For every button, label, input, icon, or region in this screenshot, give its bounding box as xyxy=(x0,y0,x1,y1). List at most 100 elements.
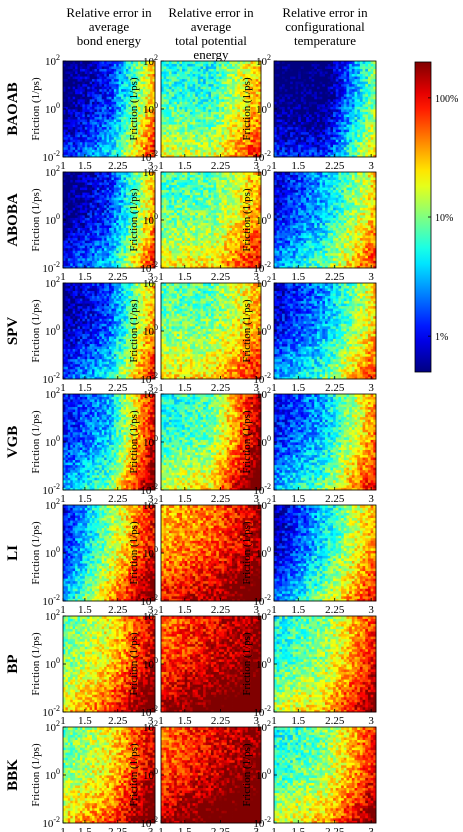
y-tick-label: 102 xyxy=(143,608,158,623)
x-tick-label: 1.5 xyxy=(78,160,92,172)
x-tick-label: 1.5 xyxy=(178,160,192,172)
y-axis-label: Friction (1/ps) xyxy=(241,299,253,363)
x-tick-label: 3 xyxy=(368,382,374,394)
colorbar-tick-label: 1% xyxy=(435,332,448,343)
y-tick-label: 100 xyxy=(256,545,271,560)
column-title-0-line-1: average xyxy=(89,19,130,34)
x-tick-label: 1.5 xyxy=(178,715,192,727)
y-tick-label: 10-2 xyxy=(253,482,271,497)
column-title-2-line-0: Relative error in xyxy=(282,5,368,20)
x-tick-label: 1 xyxy=(271,715,277,727)
x-tick-label: 1 xyxy=(158,160,164,172)
y-tick-label: 100 xyxy=(143,545,158,560)
y-tick-label: 100 xyxy=(45,212,60,227)
x-tick-label: 1 xyxy=(158,493,164,505)
x-tick-label: 1.5 xyxy=(291,271,305,283)
y-tick-label: 100 xyxy=(45,434,60,449)
x-tick-label: 2.25 xyxy=(325,493,345,505)
y-axis-label: Friction (1/ps) xyxy=(241,521,253,585)
y-tick-label: 10-2 xyxy=(140,149,158,164)
x-tick-label: 2.25 xyxy=(211,160,231,172)
x-tick-label: 3 xyxy=(368,160,374,172)
x-tick-label: 2.25 xyxy=(108,493,128,505)
y-tick-label: 10-2 xyxy=(42,815,60,830)
y-tick-label: 100 xyxy=(256,767,271,782)
x-tick-label: 3 xyxy=(368,493,374,505)
x-tick-label: 1.5 xyxy=(78,493,92,505)
x-tick-label: 2.25 xyxy=(108,826,128,832)
y-axis-label: Friction (1/ps) xyxy=(128,410,140,474)
x-tick-label: 3 xyxy=(368,826,374,832)
y-tick-label: 100 xyxy=(256,434,271,449)
x-tick-label: 1.5 xyxy=(78,604,92,616)
x-tick-label: 1.5 xyxy=(178,382,192,394)
y-tick-label: 102 xyxy=(256,497,271,512)
x-tick-label: 1 xyxy=(60,493,66,505)
x-tick-label: 3 xyxy=(368,271,374,283)
y-tick-label: 102 xyxy=(256,719,271,734)
column-title-1-line-2: total potential xyxy=(175,33,247,48)
y-tick-label: 10-2 xyxy=(42,704,60,719)
y-tick-label: 102 xyxy=(256,608,271,623)
x-tick-label: 1 xyxy=(158,382,164,394)
x-tick-label: 2.25 xyxy=(108,160,128,172)
y-tick-label: 100 xyxy=(143,434,158,449)
x-tick-label: 1 xyxy=(60,604,66,616)
x-tick-label: 1 xyxy=(271,493,277,505)
y-tick-label: 102 xyxy=(143,275,158,290)
row-label-bbk: BBK xyxy=(5,759,21,791)
x-tick-label: 1 xyxy=(271,271,277,283)
y-tick-label: 100 xyxy=(143,212,158,227)
y-axis-label: Friction (1/ps) xyxy=(30,410,42,474)
y-tick-label: 100 xyxy=(143,101,158,116)
y-tick-label: 100 xyxy=(45,656,60,671)
x-tick-label: 2.25 xyxy=(211,382,231,394)
y-tick-label: 10-2 xyxy=(253,704,271,719)
y-axis-label: Friction (1/ps) xyxy=(128,77,140,141)
x-tick-label: 1 xyxy=(158,715,164,727)
x-tick-label: 1.5 xyxy=(291,715,305,727)
row-label-vgb: VGB xyxy=(5,426,21,459)
y-tick-label: 102 xyxy=(143,719,158,734)
y-tick-label: 102 xyxy=(256,53,271,68)
y-tick-label: 100 xyxy=(45,545,60,560)
x-tick-label: 2.25 xyxy=(108,715,128,727)
x-tick-label: 1.5 xyxy=(78,271,92,283)
y-axis-label: Friction (1/ps) xyxy=(30,743,42,807)
x-tick-label: 1.5 xyxy=(178,493,192,505)
x-tick-label: 1 xyxy=(271,160,277,172)
y-tick-label: 100 xyxy=(45,101,60,116)
y-tick-label: 10-2 xyxy=(253,260,271,275)
x-tick-label: 3 xyxy=(368,715,374,727)
y-tick-label: 10-2 xyxy=(140,371,158,386)
y-tick-label: 10-2 xyxy=(42,260,60,275)
x-tick-label: 3 xyxy=(368,604,374,616)
column-title-1-line-1: average xyxy=(191,19,232,34)
y-axis-label: Friction (1/ps) xyxy=(128,632,140,696)
x-tick-label: 2.25 xyxy=(211,271,231,283)
x-tick-label: 2.25 xyxy=(211,715,231,727)
x-tick-label: 2.25 xyxy=(325,604,345,616)
x-tick-label: 1 xyxy=(60,826,66,832)
y-tick-label: 10-2 xyxy=(140,260,158,275)
x-tick-label: 1.5 xyxy=(78,715,92,727)
column-title-1-line-3: energy xyxy=(193,47,229,62)
y-axis-label: Friction (1/ps) xyxy=(241,77,253,141)
x-tick-label: 2.25 xyxy=(108,382,128,394)
x-tick-label: 2.25 xyxy=(325,382,345,394)
y-tick-label: 102 xyxy=(45,275,60,290)
y-tick-label: 102 xyxy=(45,497,60,512)
y-tick-label: 10-2 xyxy=(140,704,158,719)
x-tick-label: 1 xyxy=(158,271,164,283)
y-tick-label: 10-2 xyxy=(42,593,60,608)
y-tick-label: 10-2 xyxy=(253,371,271,386)
colorbar-tick-label: 10% xyxy=(435,213,453,224)
y-tick-label: 102 xyxy=(143,53,158,68)
y-tick-label: 102 xyxy=(256,386,271,401)
y-tick-label: 100 xyxy=(143,767,158,782)
y-axis-label: Friction (1/ps) xyxy=(128,188,140,252)
y-tick-label: 10-2 xyxy=(42,149,60,164)
